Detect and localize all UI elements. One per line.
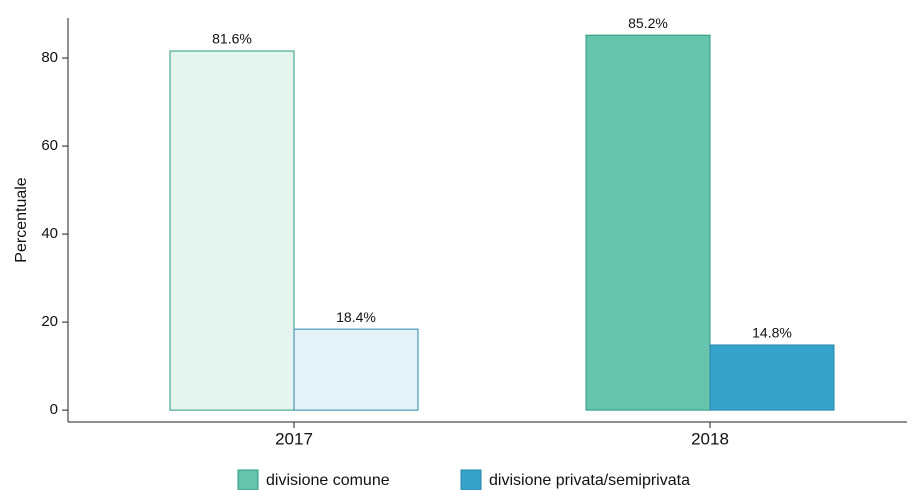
y-tick-label: 80 [41,49,58,66]
y-axis-label: Percentuale [13,177,30,262]
legend-swatch [237,469,259,490]
legend-label: divisione comune [266,472,390,489]
value-label: 18.4% [336,309,376,325]
value-label: 14.8% [752,325,792,341]
bar [293,328,419,411]
legend-label: divisione privata/semiprivata [489,472,690,489]
value-label: 85.2% [628,15,668,31]
bar [709,344,835,411]
y-tick-label: 40 [41,225,58,242]
y-tick-label: 60 [41,137,58,154]
legend-swatch [460,469,482,490]
y-tick-label: 0 [50,401,58,418]
bar [585,34,711,411]
x-tick-label: 2018 [691,429,729,448]
bar [169,50,295,411]
value-label: 81.6% [212,31,252,47]
y-tick-label: 20 [41,313,58,330]
x-tick-label: 2017 [275,429,313,448]
